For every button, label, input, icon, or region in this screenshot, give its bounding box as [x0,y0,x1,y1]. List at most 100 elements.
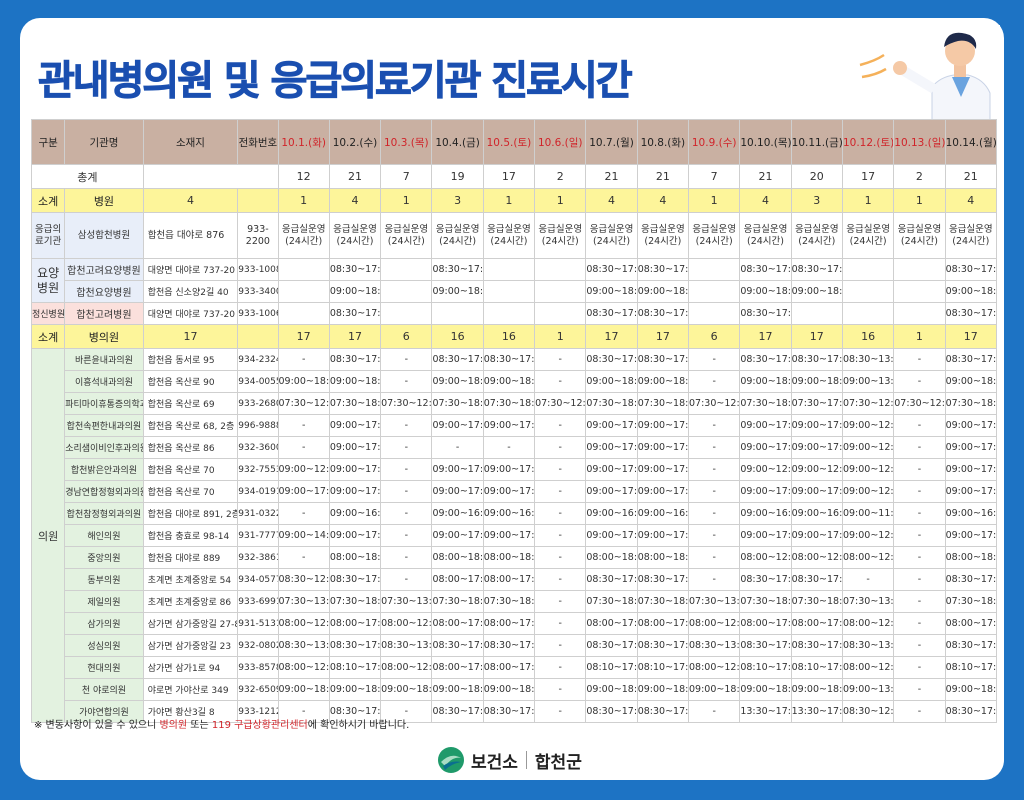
date-cell: 08:30~17:30 [636,568,690,591]
date-cell: 08:30~17:00 [636,634,690,657]
date-cell: 07:30~12:00 [893,392,946,415]
date-cell: - [380,436,433,459]
header-date: 10.1.(화) [277,119,330,165]
institution-name: 천 야로의원 [64,678,144,701]
date-cell: 09:00~17:00 [944,436,998,459]
address-cell: 합천읍 대야로 876 [142,212,239,259]
date-cell: 08:30~17:30 [739,258,792,281]
phone-cell: 932-0802 [237,634,279,657]
date-cell: 21 [585,164,638,189]
date-cell: 08:00~12:00 [277,612,330,635]
date-cell: 08:30~17:30 [585,302,638,325]
date-cell: - [277,546,330,569]
date-cell [841,258,895,281]
date-cell: 3 [431,188,484,213]
date-cell: 08:30~17:30 [328,700,382,723]
date-cell: 07:30~18:00 [328,392,382,415]
date-cell: 17 [636,324,690,349]
date-cell: 09:00~12:00 [841,524,895,547]
date-cell: 08:30~17:30 [944,700,998,723]
date-cell: 07:30~18:00 [328,590,382,613]
date-cell: 응급실운영 (24시간) [944,212,998,259]
date-cell: - [893,546,946,569]
phone-cell: 933-2200 [237,212,279,259]
date-cell: 09:00~17:00 [328,414,382,437]
date-cell: 08:00~18:00 [636,546,690,569]
clinic-subtotal-row: 소계 병의원 17 17 17 6 16 16 1 17 17 6 17 17 16 1 17 [30,324,998,349]
date-cell: 07:30~18:00 [739,392,792,415]
date-cell: 08:00~12:00 [380,612,433,635]
date-cell: - [534,634,587,657]
date-cell [534,280,587,303]
date-cell: - [534,656,587,679]
date-cell: 09:00~18:00 [328,370,382,393]
date-cell: 09:00~17:00 [585,458,638,481]
phone-cell: 934-2324 [237,348,279,371]
date-cell [688,258,741,281]
date-cell: 08:00~12:30 [739,546,792,569]
institution-name: 합천고려요양병원 [64,258,144,281]
date-cell: 09:00~18:00 [688,678,741,701]
date-cell: 08:10~17:00 [636,656,690,679]
date-cell: 09:00~17:00 [585,436,638,459]
date-cell: 09:00~18:00 [585,280,638,303]
date-cell: 08:30~17:00 [328,634,382,657]
date-cell: 4 [636,188,690,213]
address-cell: 합천읍 충효로 98-14 [142,524,239,547]
date-cell: - [893,612,946,635]
address-cell: 합천읍 옥산로 69 [142,392,239,415]
date-cell: 응급실운영 (24시간) [534,212,587,259]
date-cell [841,280,895,303]
institution-name: 제일의원 [64,590,144,613]
date-cell: 07:30~18:00 [790,590,843,613]
date-cell: 09:00~16:30 [585,502,638,525]
date-cell [277,280,330,303]
date-cell: 1 [534,324,587,349]
date-cell: - [893,656,946,679]
date-cell: - [893,590,946,613]
institution-name: 합천고려병원 [64,302,144,325]
date-cell: 09:00~17:00 [790,524,843,547]
date-cell: - [534,590,587,613]
date-cell: - [380,502,433,525]
date-cell: 08:00~17:00 [431,612,484,635]
date-cell: 09:00~17:00 [944,414,998,437]
date-cell: 09:00~18:00 [431,280,484,303]
date-cell: - [380,480,433,503]
date-cell: - [893,348,946,371]
date-cell: - [893,678,946,701]
date-cell: - [482,436,536,459]
date-cell: 08:30~17:00 [790,634,843,657]
date-cell: 2 [893,164,946,189]
date-cell: 08:30~17:30 [636,700,690,723]
institution-name: 삼성합천병원 [64,212,144,259]
date-cell: - [893,436,946,459]
date-cell: 09:00~16:30 [431,502,484,525]
date-cell: 09:00~18:00 [380,678,433,701]
date-cell: 08:30~12:30 [841,700,895,723]
emergency-row: 응급의료기관 삼성합천병원 합천읍 대야로 876 933-2200 응급실운영 (24시… [30,212,998,259]
date-cell: 08:30~17:00 [944,634,998,657]
institution-name: 합천밝은안과의원 [64,458,144,481]
date-cell: - [688,458,741,481]
clinic-row: 파티마이휴통증의학과의원합천읍 옥산로 69933-268007:30~12:0… [32,392,998,415]
date-cell: 08:30~17:30 [636,348,690,371]
date-cell: 09:00~17:30 [328,480,382,503]
date-cell: 09:00~17:00 [431,414,484,437]
date-cell: 09:00~11:30 [841,502,895,525]
date-cell: 08:00~12:00 [841,612,895,635]
date-cell: 08:30~17:30 [328,348,382,371]
date-cell: - [277,436,330,459]
address-cell: 합천읍 옥산로 70 [142,458,239,481]
address-cell: 삼가면 삼가1로 94 [142,656,239,679]
date-cell: 1 [841,188,895,213]
date-cell: 08:00~17:00 [431,656,484,679]
header-name: 기관명 [64,119,144,165]
date-cell: 12 [277,164,330,189]
date-cell: - [893,502,946,525]
date-cell: 16 [431,324,484,349]
address-cell: 초계면 초계중앙로 86 [142,590,239,613]
